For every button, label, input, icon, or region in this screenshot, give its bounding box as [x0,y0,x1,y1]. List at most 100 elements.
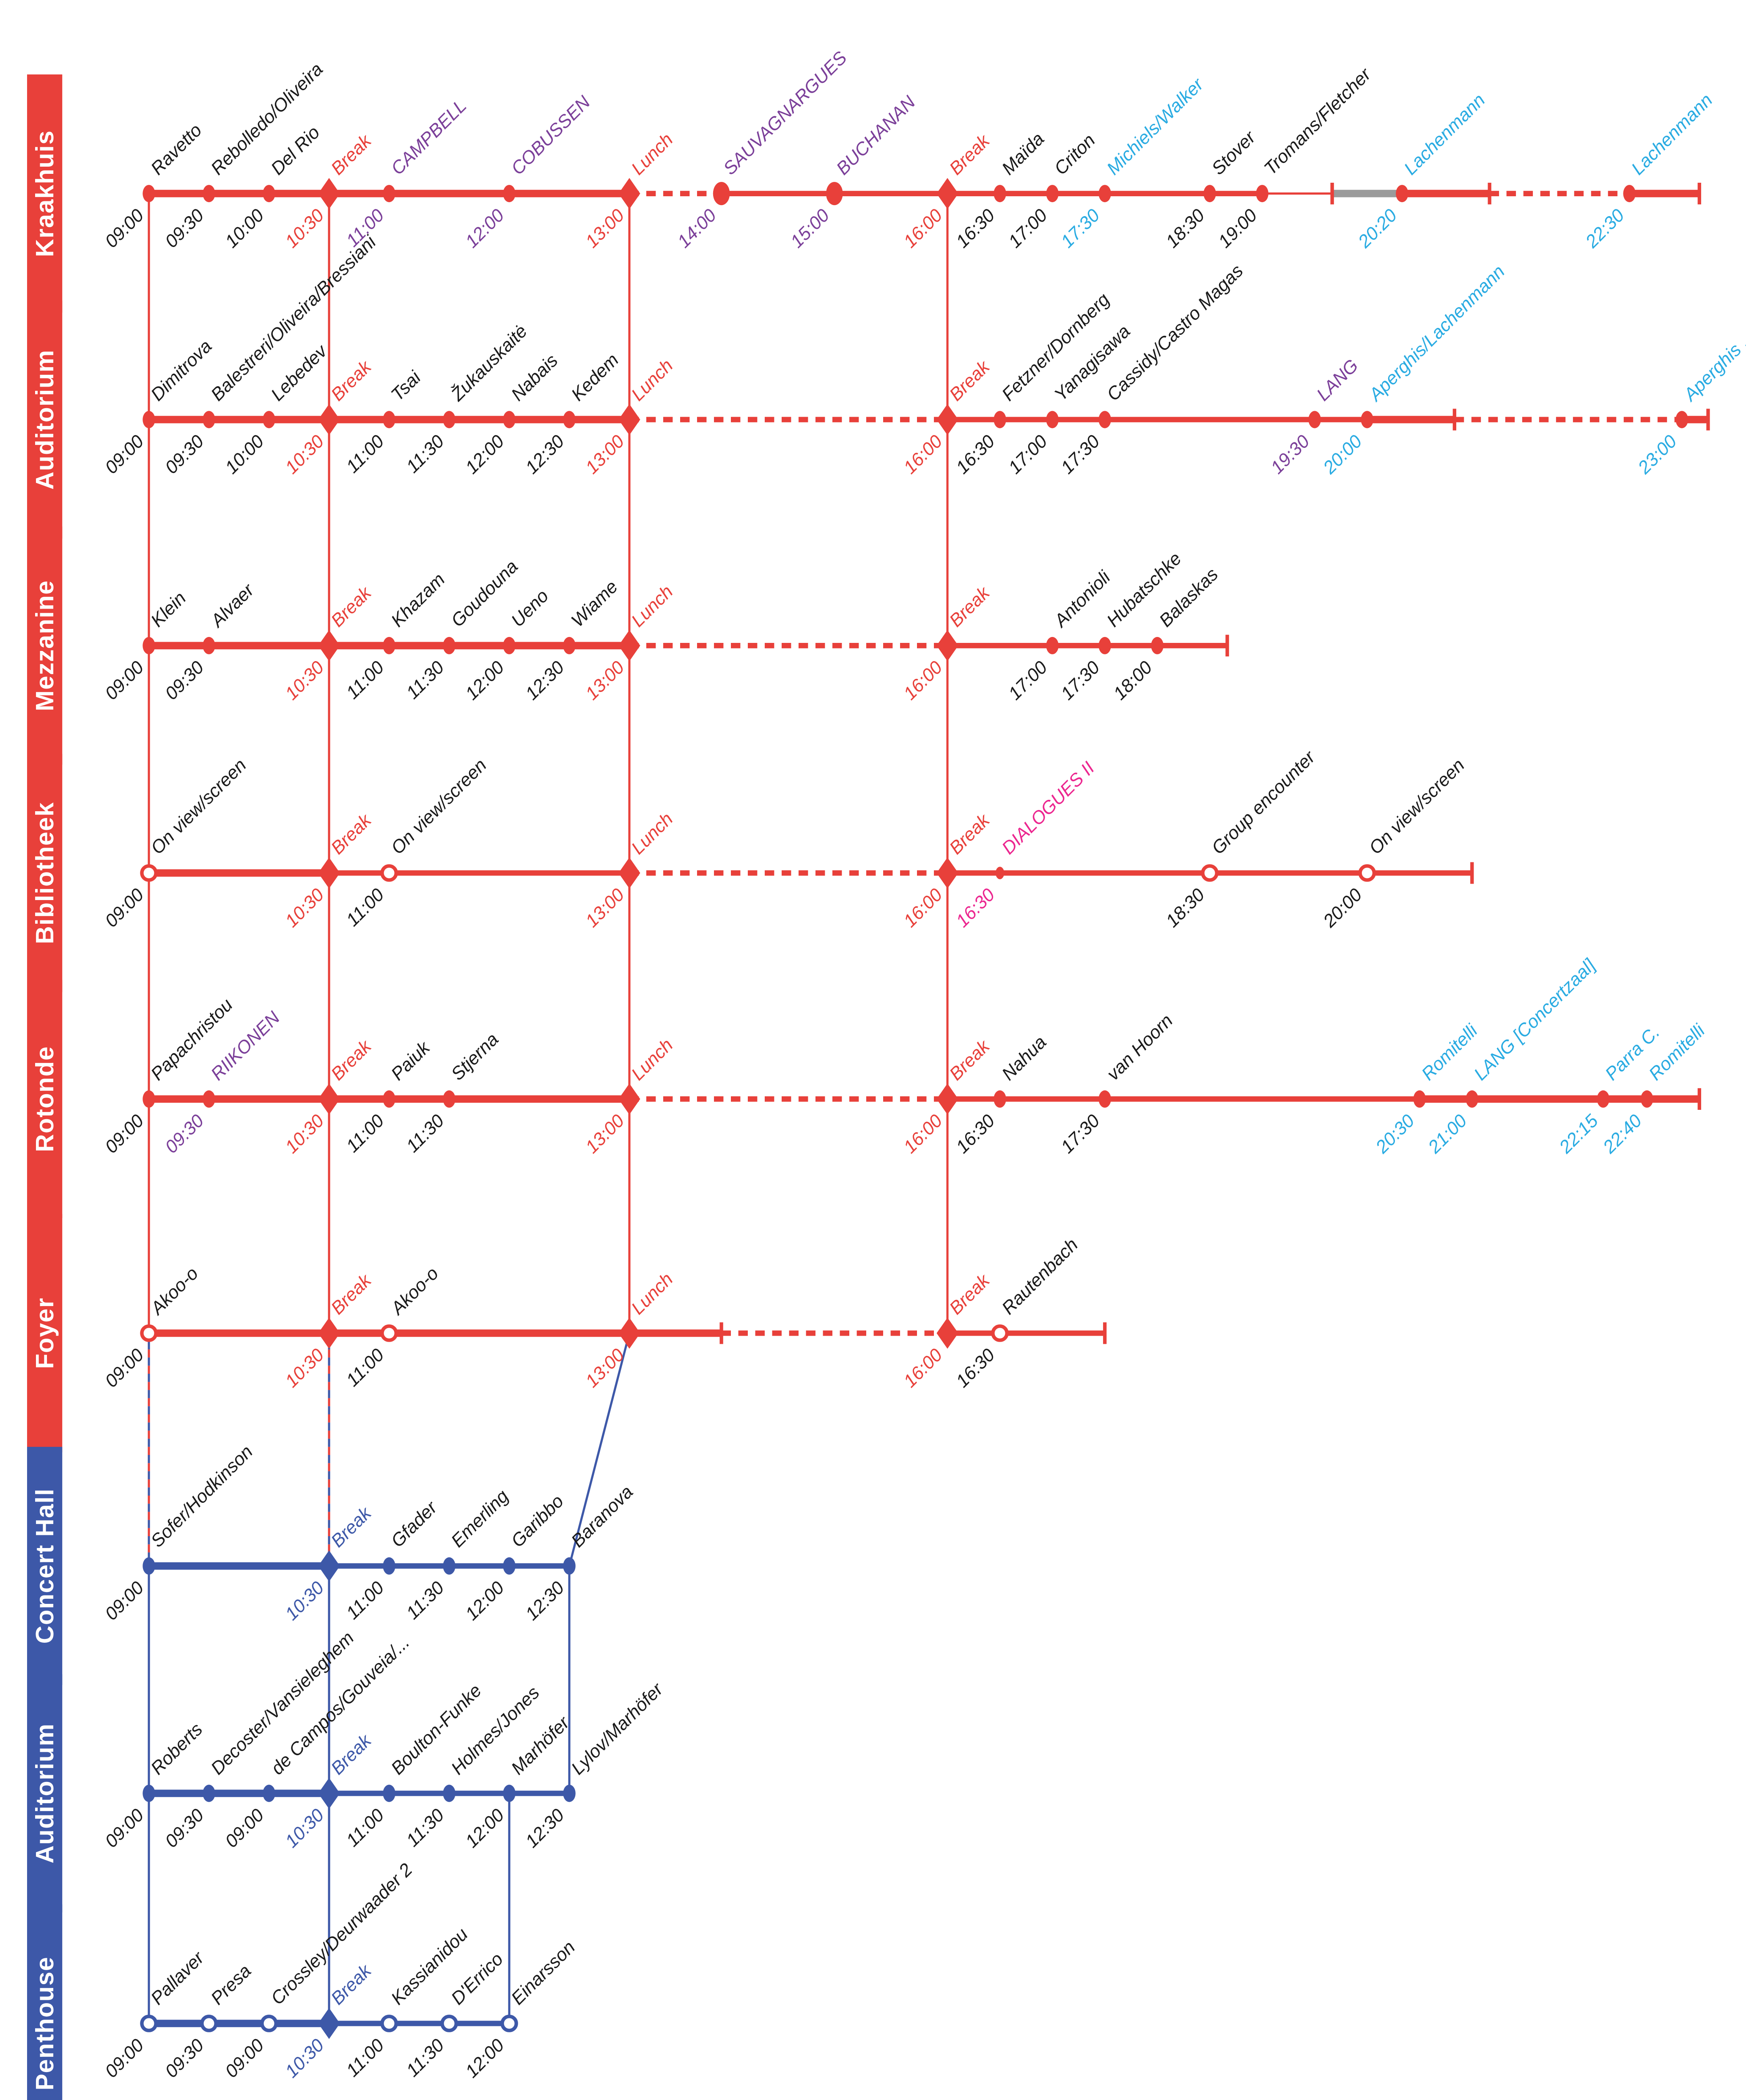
event-label: Lunch [628,355,677,405]
event-label: Nabais [508,350,562,405]
time-label: 09:00 [101,1578,148,1624]
break-diamond [618,857,640,889]
event-label: Roberts [147,1719,207,1779]
break-diamond [318,857,340,889]
event-label: Wiame [568,576,622,631]
break-diamond [318,1550,340,1582]
event-dot [1046,185,1059,203]
time-label: 12:00 [461,1578,508,1624]
venue-label: Rotonde [30,1046,59,1152]
time-label: 09:30 [161,1805,208,1852]
time-label: 09:00 [101,1805,148,1852]
event-dot [143,1557,155,1575]
event-dot [503,1784,516,1802]
event-dot [1046,411,1059,428]
time-label: 11:00 [342,885,388,931]
event-dot [383,637,395,654]
time-label: 10:30 [281,657,328,704]
event-dot [1597,1090,1610,1108]
time-label: 17:30 [1057,1111,1104,1157]
event-dot [1413,1090,1426,1108]
event-label: COBUSSEN [508,92,595,179]
time-label: 10:30 [281,1805,328,1852]
event-label: Rautenbach [998,1235,1082,1319]
event-open-circle [140,1324,158,1342]
event-label: Presa [207,1961,255,2009]
break-diamond [618,1083,640,1115]
time-label: 11:00 [342,1111,388,1156]
time-label: 20:00 [1319,885,1366,932]
event-dot [994,411,1006,428]
event-label: Lachenmann [1628,90,1717,179]
time-label: 11:30 [402,2035,448,2081]
event-dot [143,1784,155,1802]
break-diamond [318,1318,340,1349]
venue-label: Foyer [30,1297,59,1369]
time-label: 10:30 [281,431,328,478]
event-label: Break [327,130,376,179]
event-dot [443,1557,456,1575]
event-label: Aperghis ... [1679,325,1746,406]
event-label: Khazam [387,569,449,631]
time-label: 16:30 [952,1111,999,1157]
event-label: Rebolledo/Oliveira [207,59,327,179]
venue-row-foyer: Akoo-o09:00Break10:30Akoo-o11:00Lunch13:… [27,1214,1107,1452]
event-label: LANG [1313,355,1362,405]
event-label: Break [946,582,994,631]
venue-label: Concert Hall [30,1488,59,1644]
event-open-circle [1201,864,1219,882]
event-dot [503,185,516,203]
event-dot [203,1784,215,1802]
event-label: Stover [1208,127,1260,179]
time-label: 19:30 [1267,431,1313,478]
time-label: 11:00 [342,2035,388,2081]
event-label: Lunch [628,129,677,179]
break-diamond [936,404,958,435]
event-label: Break [946,810,994,858]
event-label: Lunch [628,1035,677,1084]
time-label: 13:00 [582,657,628,704]
venue-row-auditorium: Dimitrova09:00Balestreri/Oliveira/Bressi… [27,231,1746,539]
event-dot-large [826,182,843,206]
event-dot [263,1784,275,1802]
time-label: 20:30 [1372,1111,1419,1158]
venue-box [27,754,63,992]
event-label: Del Rio [267,122,324,179]
time-label: 13:00 [582,1111,628,1157]
event-label: Klein [147,588,190,631]
event-label: Romitelli [1418,1020,1482,1084]
break-diamond [318,1083,340,1115]
time-label: 10:30 [281,885,328,931]
event-dot [1098,185,1111,203]
time-label: 17:30 [1057,657,1104,704]
event-dot [443,637,456,654]
time-label: 12:30 [522,1578,568,1624]
event-dot [1203,185,1216,203]
event-label: Break [327,1730,376,1779]
event-label: Antonioli [1049,567,1115,632]
event-dot [1256,185,1268,203]
time-label: 12:30 [522,657,568,704]
event-open-circle [500,2015,518,2032]
time-label: 09:30 [161,1111,208,1157]
event-label: SAUVAGNARGUES [719,47,851,179]
event-dot [563,637,576,654]
event-dot [263,185,275,203]
event-open-circle [140,864,158,882]
break-diamond [936,857,958,889]
event-dot [994,1090,1006,1108]
event-open-circle [380,864,398,882]
time-label: 12:00 [461,657,508,704]
break-diamond [318,1778,340,1809]
event-dot [994,185,1006,203]
time-label: 10:30 [281,1578,328,1624]
time-label: 16:00 [900,1345,946,1392]
event-label: Break [327,1035,376,1084]
event-label: Lylov/Marhöfer [568,1679,668,1779]
break-diamond [318,178,340,209]
time-label: 17:00 [1005,431,1051,478]
event-dot [503,637,516,654]
event-label: Break [327,1960,376,2009]
event-dot [1098,637,1111,654]
event-open-circle [380,1324,398,1342]
